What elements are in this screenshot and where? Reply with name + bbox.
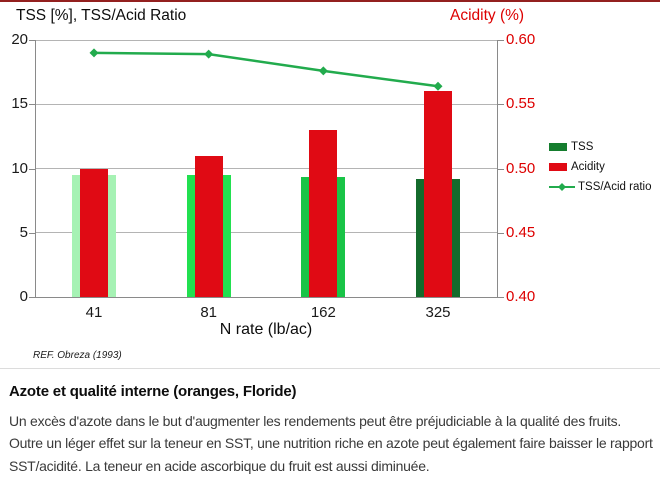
right-tick-label: 0.45 (506, 223, 536, 241)
gridline (35, 39, 497, 41)
x-axis-line (35, 297, 498, 298)
left-tick-label: 10 (11, 159, 28, 177)
legend-swatch-line-diamond-icon (549, 183, 575, 191)
left-tick-mark (29, 104, 35, 106)
left-tick-label: 15 (11, 95, 28, 113)
right-tick-label: 0.55 (506, 95, 536, 113)
y-axis-left-line (35, 40, 36, 297)
left-tick-label: 0 (19, 288, 28, 305)
x-tick-label: 162 (310, 304, 336, 321)
right-tick-label: 0.40 (506, 288, 536, 305)
right-axis-title: Acidity (%) (450, 7, 525, 24)
left-tick-mark (29, 297, 35, 298)
left-tick-mark (29, 168, 35, 170)
x-tick-label: 325 (425, 304, 451, 321)
legend-swatch-rect-icon (549, 143, 567, 151)
right-tick-mark (498, 40, 504, 41)
left-tick-mark (29, 40, 35, 41)
legend-item: TSS (549, 137, 659, 157)
x-tick-label: 41 (85, 304, 103, 321)
trend-marker-diamond (318, 66, 328, 76)
right-tick-label: 0.60 (506, 31, 536, 48)
trend-marker-diamond (433, 81, 443, 91)
legend-label: TSS (571, 141, 594, 153)
bar-acidity (80, 168, 108, 297)
y-axis-right-line (497, 40, 498, 297)
right-tick-mark (498, 297, 504, 298)
right-tick-label: 0.50 (506, 159, 536, 177)
right-tick-mark (498, 168, 504, 170)
left-tick-label: 5 (19, 223, 28, 241)
legend-item: Acidity (549, 157, 659, 177)
trend-line (93, 51, 439, 88)
legend-swatch-rect-icon (549, 163, 567, 171)
gridline (35, 232, 497, 234)
bar-acidity (194, 155, 223, 297)
trend-marker-diamond (204, 49, 214, 59)
gridline (35, 103, 497, 105)
right-tick-mark (498, 104, 504, 106)
chart-legend: TSS Acidity TSS/Acid ratio (549, 137, 659, 197)
gridline (35, 168, 497, 169)
left-tick-mark (29, 232, 35, 234)
legend-label: TSS/Acid ratio (578, 181, 652, 193)
x-tick-label: 81 (200, 304, 217, 321)
bar-acidity (424, 91, 452, 297)
trend-marker-diamond (89, 48, 99, 58)
nitrogen-quality-chart: TSS [%], TSS/Acid Ratio Acidity (%) N ra… (11, 7, 659, 361)
left-tick-label: 20 (11, 31, 28, 48)
reference-note: REF. Obreza (1993) (33, 350, 122, 361)
bar-acidity (309, 129, 338, 297)
left-axis-title: TSS [%], TSS/Acid Ratio (16, 7, 187, 24)
section-divider (0, 368, 660, 369)
x-axis-title: N rate (lb/ac) (219, 321, 313, 338)
right-tick-mark (498, 232, 504, 234)
legend-label: Acidity (571, 161, 605, 173)
top-accent-rule (0, 0, 660, 2)
legend-item: TSS/Acid ratio (549, 177, 659, 197)
article-heading: Azote et qualité interne (oranges, Flori… (9, 383, 297, 400)
article-body: Un excès d'azote dans le but d'augmenter… (9, 413, 653, 474)
